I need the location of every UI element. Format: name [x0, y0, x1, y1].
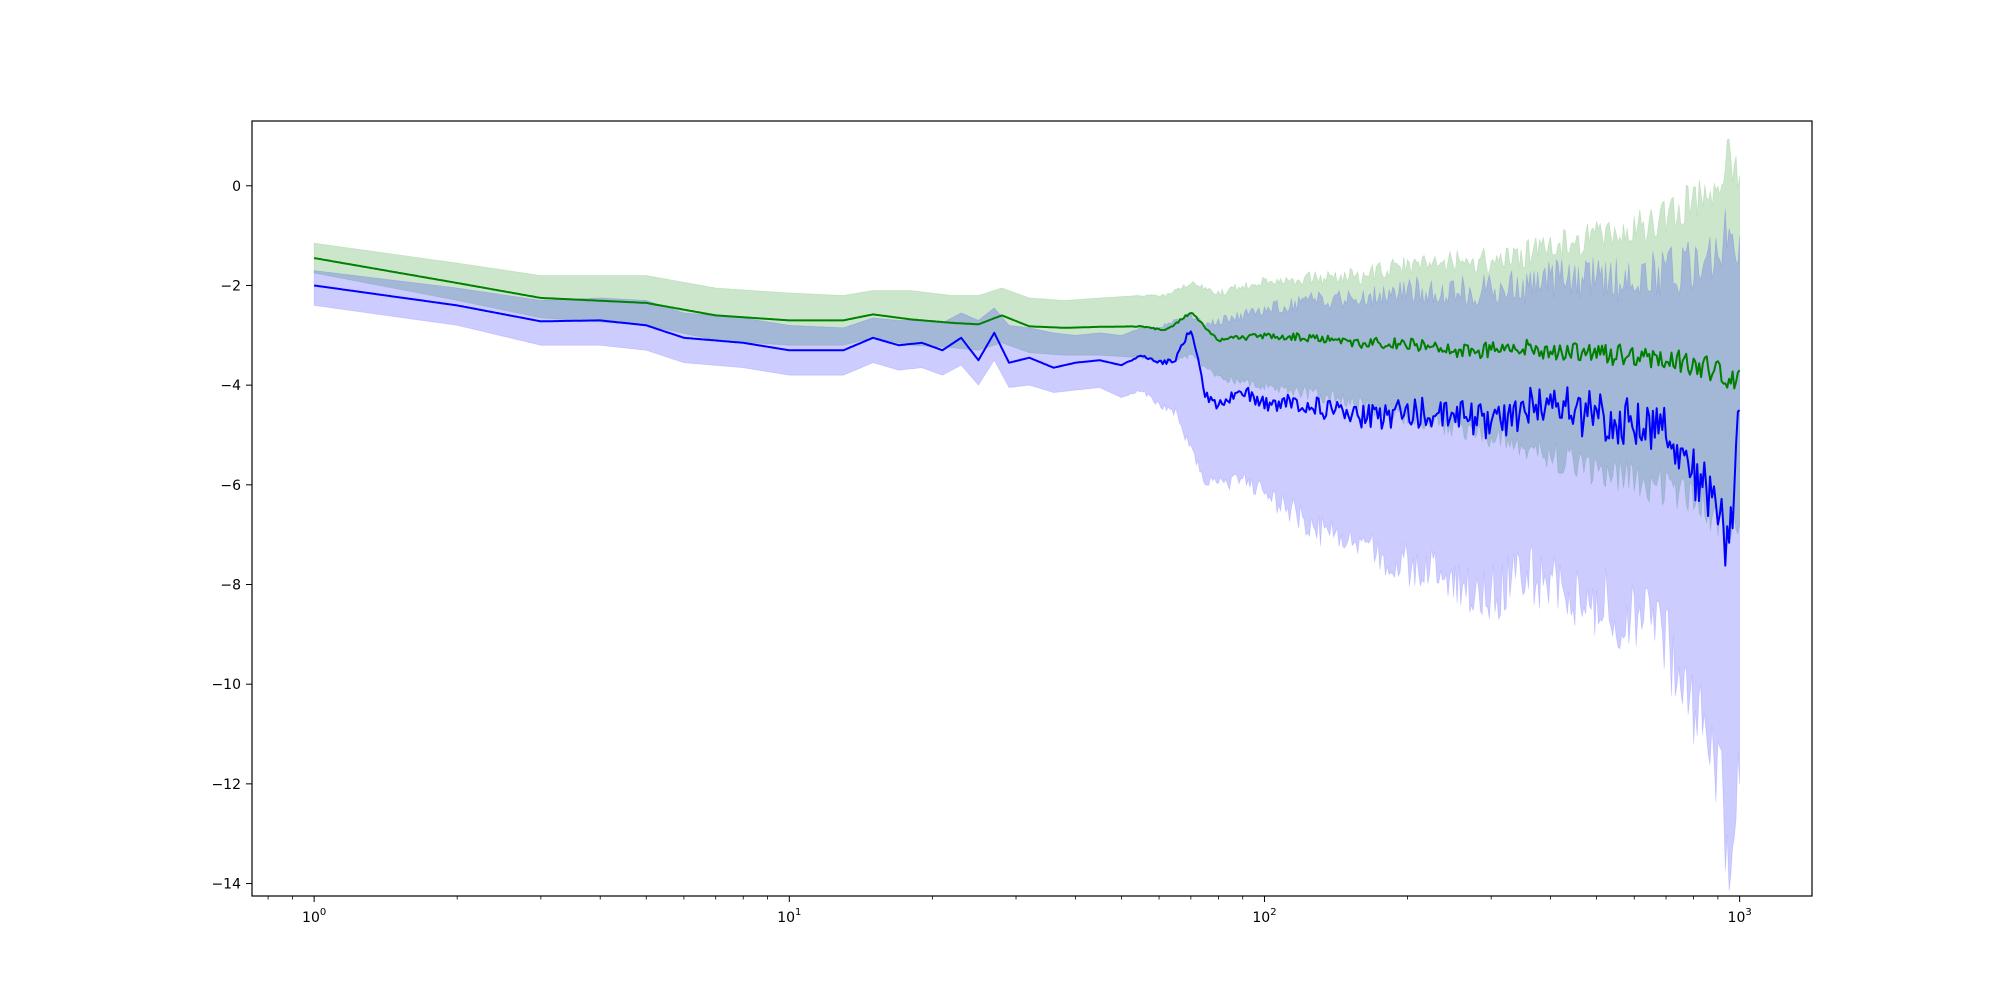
- x-tick-label: 100: [302, 907, 326, 926]
- y-tick-label: −2: [220, 278, 241, 294]
- y-tick-label: 0: [232, 179, 241, 195]
- y-tick-label: −10: [211, 677, 241, 693]
- y-tick-label: −14: [211, 877, 241, 893]
- axes-frame: [251, 120, 1813, 897]
- x-tick-label: 103: [1728, 907, 1752, 926]
- series-2-mean-line: [313, 284, 1741, 567]
- plot-area: [313, 138, 1741, 891]
- y-tick-label: −6: [220, 478, 241, 494]
- series-2-confidence-band: [313, 208, 1740, 891]
- y-tick-label: −4: [220, 378, 241, 394]
- series-1-mean-line: [313, 257, 1741, 390]
- x-tick-label: 102: [1252, 907, 1276, 926]
- y-tick-label: −12: [211, 777, 241, 793]
- series-1-confidence-band: [313, 138, 1740, 546]
- y-tick-label: −8: [220, 578, 241, 594]
- axes: 0 −2 −4 −6 −8 −10 −12 −14 100 101 102 103: [211, 179, 1751, 926]
- x-tick-label: 101: [777, 907, 801, 926]
